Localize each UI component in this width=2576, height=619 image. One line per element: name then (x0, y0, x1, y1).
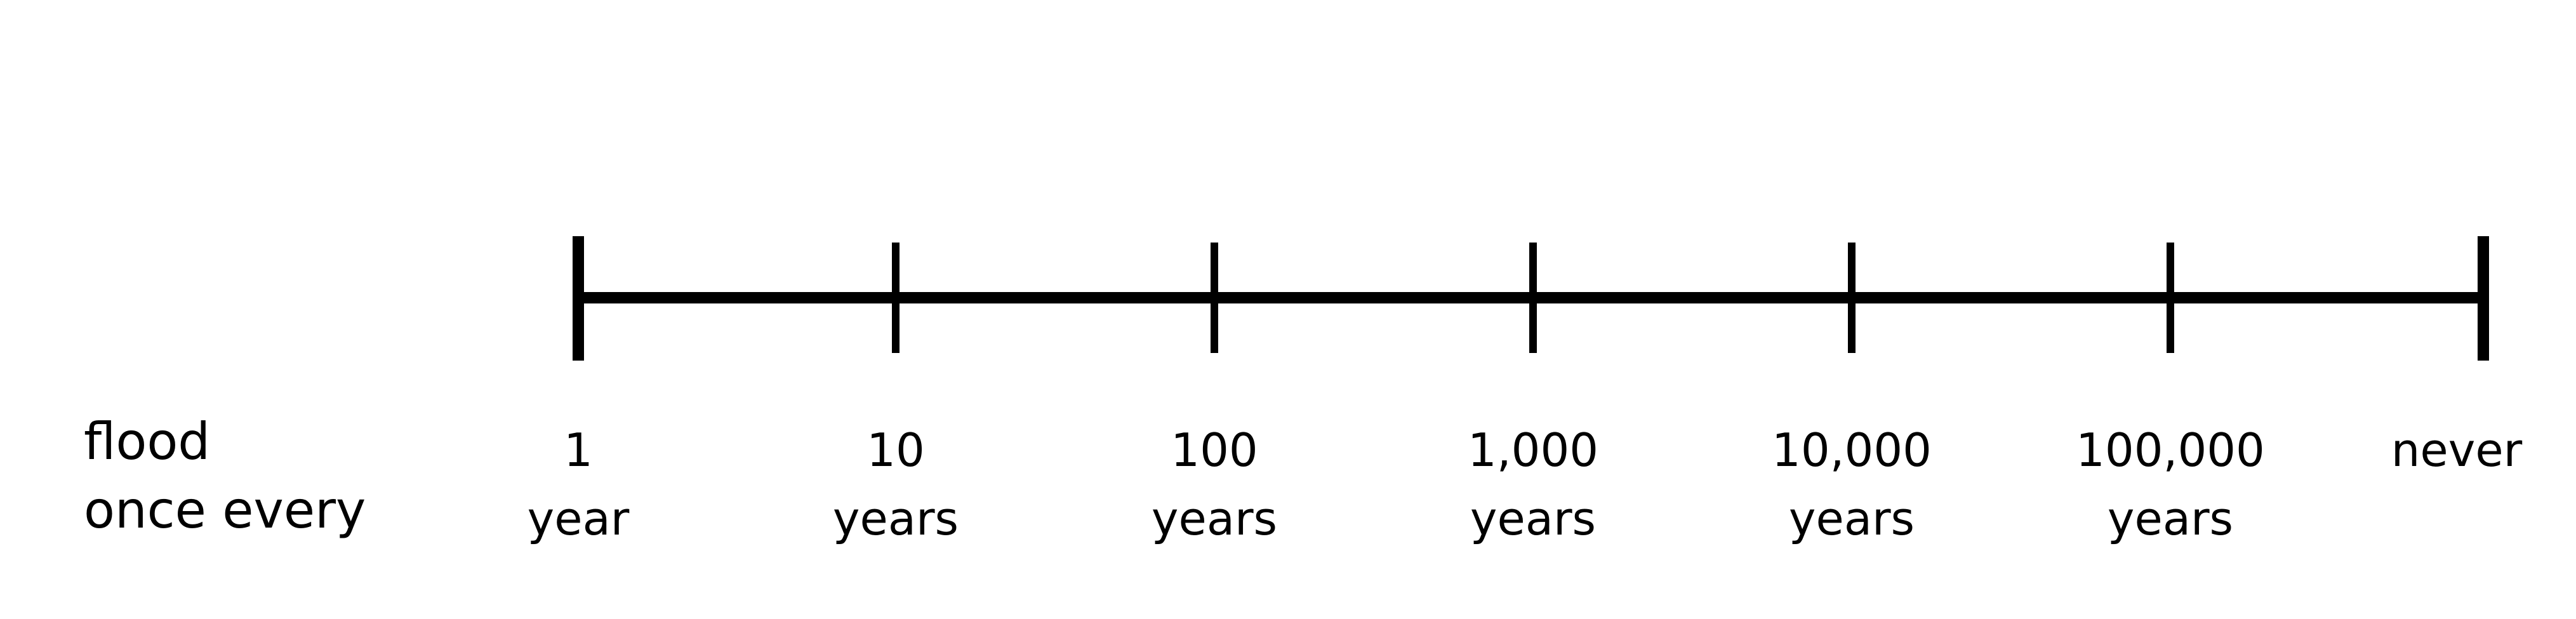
tick-mark-1000-years (1529, 243, 1537, 353)
tick-label-value: 10,000 (1772, 423, 1932, 477)
tick-label-value: never (2391, 423, 2523, 477)
tick-label-unit: years (1151, 492, 1278, 545)
tick-label-value: 1 (564, 423, 593, 477)
row-label: flood once every (84, 408, 366, 545)
tick-label-unit: years (2107, 492, 2234, 545)
tick-label-unit: years (832, 492, 959, 545)
tick-label-10000-years: 10,000 years (1731, 416, 1972, 553)
tick-label-10-years: 10 years (775, 416, 1016, 553)
tick-mark-100000-years (2167, 243, 2174, 353)
row-label-line-1: flood (84, 412, 211, 471)
tick-label-unit: years (1470, 492, 1597, 545)
tick-mark-100-years (1211, 243, 1218, 353)
tick-mark-1-year (573, 236, 584, 361)
tick-label-value: 100,000 (2076, 423, 2265, 477)
tick-label-unit: year (527, 492, 630, 545)
tick-label-never: never (2336, 416, 2576, 484)
row-label-line-2: once every (84, 481, 366, 540)
tick-label-100-years: 100 years (1094, 416, 1335, 553)
tick-label-value: 1,000 (1467, 423, 1599, 477)
tick-label-unit: years (1788, 492, 1915, 545)
tick-mark-never (2478, 236, 2489, 361)
tick-mark-10000-years (1848, 243, 1856, 353)
tick-label-1000-years: 1,000 years (1412, 416, 1654, 553)
tick-label-100000-years: 100,000 years (2050, 416, 2291, 553)
tick-label-1-year: 1 year (458, 416, 699, 553)
tick-label-value: 10 (866, 423, 925, 477)
tick-label-value: 100 (1171, 423, 1258, 477)
tick-mark-10-years (892, 243, 900, 353)
